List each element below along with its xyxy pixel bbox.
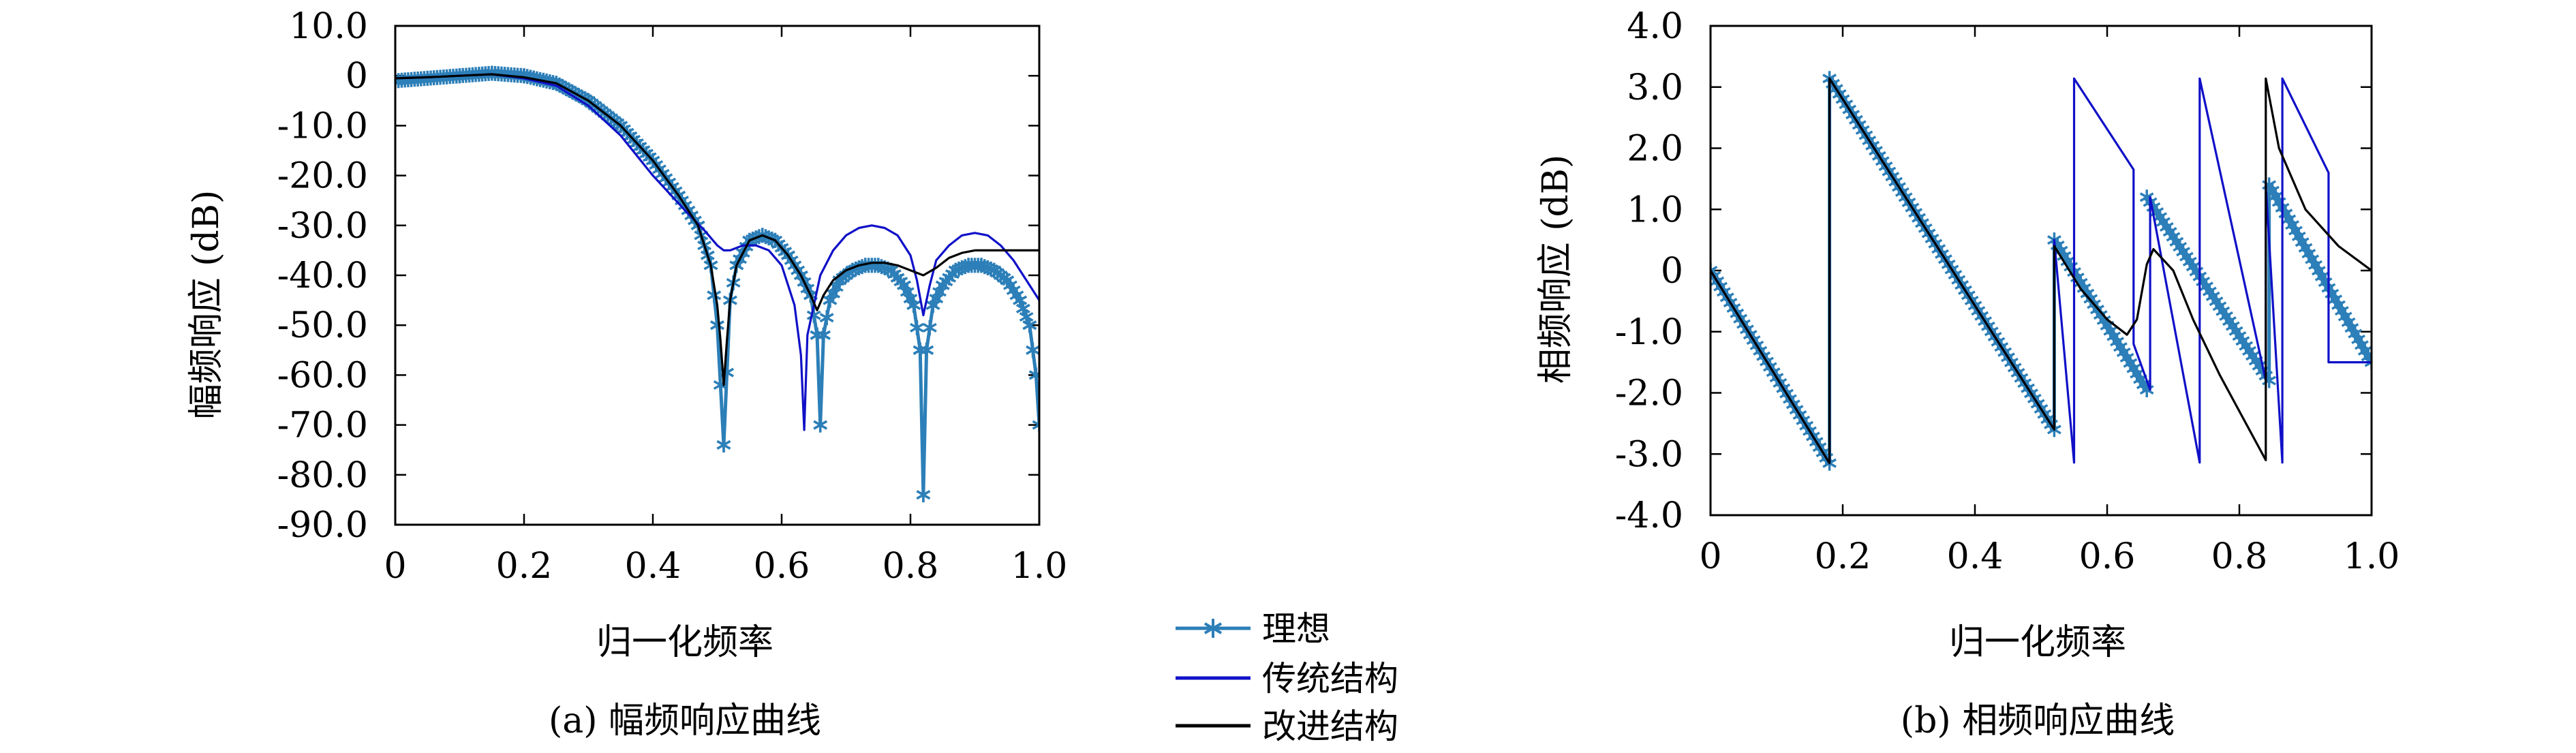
magnitude-ytick-label: -20.0	[277, 156, 368, 197]
magnitude-ytick-label: -50.0	[277, 305, 368, 346]
magnitude-ytick-label: -90.0	[277, 505, 368, 546]
magnitude-ytick-label: -10.0	[277, 106, 368, 147]
phase-xtick-label: 0.4	[1947, 536, 2004, 577]
magnitude-ytick-label: -60.0	[277, 355, 368, 396]
magnitude-axes-frame	[394, 25, 1041, 526]
panel-magnitude: 0 0.2 0.4 0.6 0.8 1.0 10.0 0 -10.0 -20.0 -30.0 -40.…	[186, 6, 1067, 741]
legend-star-glyph	[1203, 619, 1223, 638]
magnitude-ytick-label: 0	[346, 56, 368, 97]
phase-ytick-label: 3.0	[1627, 67, 1683, 108]
phase-ytick-label: -1.0	[1615, 312, 1683, 353]
magnitude-series-ideal-point	[910, 320, 924, 335]
magnitude-series-traditional-line	[395, 73, 1039, 431]
magnitude-series-ideal-point	[1028, 367, 1039, 383]
magnitude-xtick-label: 0	[384, 546, 406, 587]
magnitude-series-group	[395, 65, 1039, 503]
magnitude-series-ideal-point	[916, 487, 931, 503]
magnitude-series-ideal-point	[1022, 318, 1037, 333]
magnitude-series-ideal-point	[906, 297, 921, 313]
panel-phase: 0 0.2 0.4 0.6 0.8 1.0 4.0 3.0 2.0 1.0 0 -1.0 -2.0 -3.…	[1535, 6, 2399, 741]
magnitude-ytick-label: 10.0	[289, 6, 368, 47]
phase-ytick-label: -2.0	[1615, 373, 1683, 414]
magnitude-series-ideal-point	[919, 342, 934, 358]
magnitude-ytick-label: -30.0	[277, 206, 368, 247]
magnitude-series-ideal-point	[710, 318, 724, 333]
phase-axes-frame	[1709, 25, 2373, 517]
phase-xtick-label: 1.0	[2344, 536, 2400, 577]
phase-series-improved-line	[1711, 77, 2372, 465]
magnitude-xtick-label: 0.2	[496, 546, 553, 587]
phase-xtick-label: 0	[1699, 536, 1721, 577]
magnitude-series-ideal-point	[819, 310, 834, 326]
magnitude-plot-area: 0 0.2 0.4 0.6 0.8 1.0 10.0 0 -10.0 -20.0 -30.0 -40.…	[277, 6, 1068, 587]
phase-xtick-label: 0.6	[2079, 536, 2136, 577]
magnitude-y-axis-label: 幅频响应 (dB)	[186, 190, 227, 420]
legend-label-ideal: 理想	[1262, 609, 1330, 649]
magnitude-ytick-label: -80.0	[277, 455, 368, 496]
magnitude-x-axis-label: 归一化频率	[596, 622, 773, 663]
phase-series-ideal-point	[2364, 354, 2372, 370]
phase-ytick-label: 0	[1661, 251, 1683, 292]
magnitude-series-improved-line	[395, 73, 1039, 386]
phase-x-axis-label: 归一化频率	[1949, 622, 2126, 663]
legend: 理想 传统结构 改进结构	[1176, 609, 1398, 746]
magnitude-series-ideal-point	[813, 417, 828, 433]
phase-ytick-label: -3.0	[1615, 434, 1683, 475]
phase-ytick-label: 1.0	[1627, 189, 1683, 230]
phase-series-group	[1711, 71, 2372, 471]
magnitude-xtick-label: 0.6	[754, 546, 810, 587]
magnitude-series-ideal-point	[716, 437, 731, 452]
magnitude-series-ideal-point	[816, 327, 831, 343]
legend-item-ideal: 理想	[1176, 609, 1330, 649]
magnitude-xtick-label: 1.0	[1011, 546, 1068, 587]
phase-ytick-label: 4.0	[1627, 6, 1683, 47]
legend-marker-ideal	[1203, 619, 1223, 638]
phase-caption: (b) 相频响应曲线	[1901, 701, 2175, 741]
magnitude-ytick-label: -70.0	[277, 405, 368, 446]
magnitude-series-ideal-point	[922, 320, 937, 335]
phase-plot-area: 0 0.2 0.4 0.6 0.8 1.0 4.0 3.0 2.0 1.0 0 -1.0 -2.0 -3.…	[1615, 6, 2400, 577]
magnitude-series-ideal-point	[1032, 417, 1039, 433]
phase-y-axis-label: 相频响应 (dB)	[1535, 155, 1576, 384]
legend-label-improved: 改进结构	[1262, 707, 1398, 746]
legend-label-traditional: 传统结构	[1262, 659, 1398, 698]
magnitude-series-ideal-point	[1026, 342, 1039, 358]
phase-xtick-label: 0.2	[1815, 536, 1871, 577]
legend-item-improved: 改进结构	[1176, 707, 1398, 746]
legend-item-traditional: 传统结构	[1176, 659, 1398, 698]
magnitude-xtick-label: 0.4	[625, 546, 681, 587]
phase-xtick-label: 0.8	[2211, 536, 2268, 577]
magnitude-caption: (a) 幅频响应曲线	[549, 701, 821, 741]
phase-ytick-label: -4.0	[1615, 495, 1683, 536]
magnitude-ytick-label: -40.0	[277, 256, 368, 296]
phase-ytick-label: 2.0	[1627, 129, 1683, 170]
magnitude-xtick-label: 0.8	[883, 546, 939, 587]
